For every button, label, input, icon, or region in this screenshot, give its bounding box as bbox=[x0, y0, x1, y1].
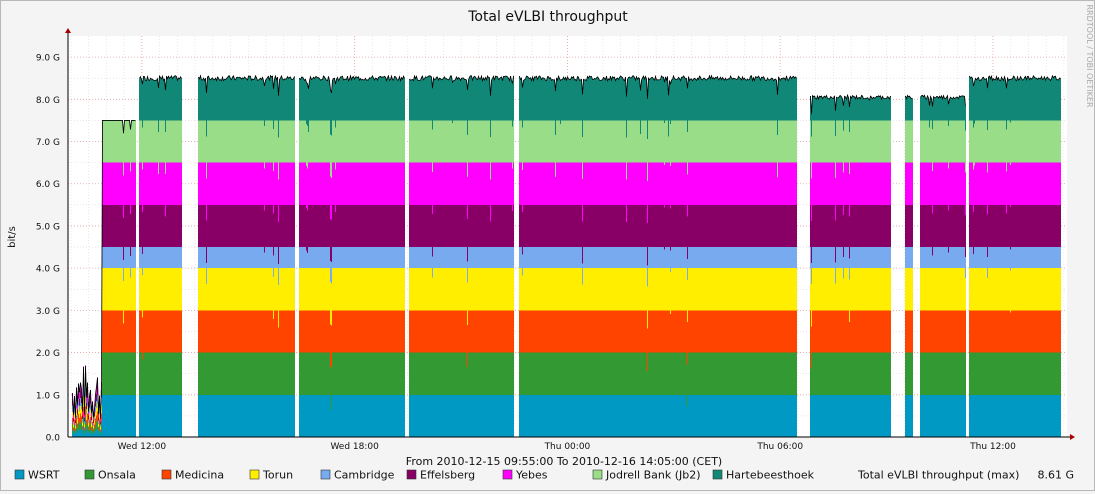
y-axis-arrow bbox=[65, 28, 71, 33]
legend-swatch bbox=[14, 469, 25, 480]
legend-entry: Hartebeesthoek bbox=[726, 469, 815, 482]
x-tick-label: Wed 18:00 bbox=[330, 442, 379, 452]
y-tick-label: 4.0 G bbox=[36, 265, 60, 275]
legend-swatch bbox=[84, 469, 95, 480]
y-axis-label: bit/s bbox=[7, 226, 18, 248]
legend-swatch bbox=[592, 469, 603, 480]
y-tick-label: 2.0 G bbox=[36, 349, 60, 359]
legend-entry: Yebes bbox=[515, 469, 548, 482]
y-tick-label: 1.0 G bbox=[36, 391, 60, 401]
stacked-areas bbox=[72, 74, 1061, 437]
y-tick-label: 9.0 G bbox=[36, 54, 60, 64]
y-tick-label: 5.0 G bbox=[36, 222, 60, 232]
legend-swatch bbox=[502, 469, 513, 480]
y-tick-label: 0.0 bbox=[46, 434, 61, 444]
legend-entry: WSRT bbox=[28, 469, 60, 482]
area-cambridge bbox=[72, 247, 1061, 427]
watermark: RRDTOOL / TOBI OETIKER bbox=[1085, 4, 1094, 107]
legend-max-label: Total eVLBI throughput (max) bbox=[857, 469, 1019, 482]
area-hartebeesthoek bbox=[139, 75, 1061, 139]
legend-swatch bbox=[712, 469, 723, 480]
legend-max-value: 8.61 G bbox=[1037, 469, 1074, 482]
x-tick-label: Thu 00:00 bbox=[544, 442, 591, 452]
area-onsala bbox=[72, 352, 1061, 435]
y-tick-label: 8.0 G bbox=[36, 96, 60, 106]
legend-entry: Onsala bbox=[98, 469, 136, 482]
y-tick-label: 6.0 G bbox=[36, 180, 60, 190]
axes bbox=[65, 28, 1075, 440]
area-jodrell-bank-jb2- bbox=[102, 120, 1061, 181]
tick-labels: 0.0 1.0 G 2.0 G 3.0 G 4.0 G 5.0 G 6.0 G 7.0 G 8.… bbox=[36, 54, 1016, 452]
legend-swatch bbox=[406, 469, 417, 480]
area-torun bbox=[72, 268, 1061, 430]
area-effelsberg bbox=[72, 204, 1061, 425]
legend-entry: Cambridge bbox=[334, 469, 395, 482]
legend: WSRT Onsala Medicina Torun Cambridge Effelsbe… bbox=[14, 469, 1074, 482]
y-tick-label: 3.0 G bbox=[36, 307, 60, 317]
legend-entry: Medicina bbox=[175, 469, 224, 482]
chart-title: Total eVLBI throughput bbox=[467, 9, 628, 25]
y-tick-label: 7.0 G bbox=[36, 138, 60, 148]
legend-swatch bbox=[161, 469, 172, 480]
legend-entry: Effelsberg bbox=[420, 469, 475, 482]
area-wsrt bbox=[72, 394, 1061, 437]
area-medicina bbox=[72, 310, 1061, 432]
max-throughput-line bbox=[72, 74, 1061, 420]
legend-entry: Jodrell Bank (Jb2) bbox=[605, 469, 701, 482]
x-tick-label: Wed 12:00 bbox=[118, 442, 167, 452]
x-tick-label: Thu 12:00 bbox=[969, 442, 1016, 452]
area-yebes bbox=[72, 162, 1061, 422]
legend-swatch bbox=[320, 469, 331, 480]
time-range-footer: From 2010-12-15 09:55:00 To 2010-12-16 1… bbox=[406, 455, 722, 468]
legend-entry: Torun bbox=[262, 469, 293, 482]
legend-swatch bbox=[249, 469, 260, 480]
x-axis-arrow bbox=[1070, 434, 1075, 440]
x-tick-label: Thu 06:00 bbox=[756, 442, 803, 452]
